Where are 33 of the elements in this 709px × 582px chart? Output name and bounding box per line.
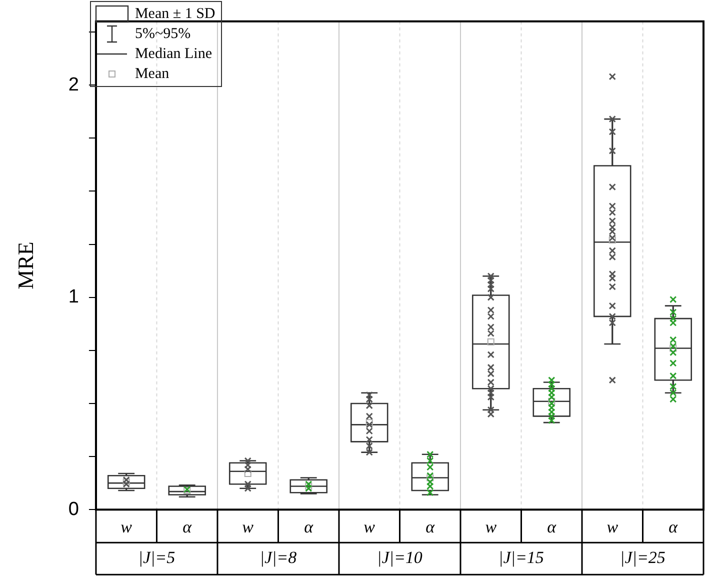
- x-tick-label: w: [120, 517, 133, 536]
- annotation: Mean ± 1 SD: [134, 6, 216, 22]
- text: |J|=5: [138, 548, 176, 568]
- point: [608, 147, 616, 154]
- point: [366, 391, 373, 399]
- text: |J|=10: [377, 548, 423, 568]
- annotation: Median Line: [134, 46, 212, 62]
- point: [608, 73, 616, 80]
- annotation: 5%~95%: [134, 26, 191, 42]
- x-tick-label: w: [606, 517, 619, 536]
- x-tick-label: α: [547, 517, 558, 536]
- x-tick-label: α: [304, 517, 314, 536]
- point: [608, 376, 616, 384]
- text: |J|=8: [260, 548, 298, 568]
- x-tick-label: α: [426, 517, 436, 536]
- x-tick-label: w: [364, 517, 376, 536]
- point: [608, 183, 616, 191]
- point: [244, 484, 252, 492]
- y-tick-label: 1: [68, 286, 79, 308]
- x-tick-label: w: [485, 517, 498, 536]
- point: [244, 480, 252, 488]
- point: [608, 128, 616, 136]
- point: [608, 302, 616, 310]
- y-tick-label: 0: [68, 498, 79, 520]
- annotation: Mean: [134, 66, 170, 82]
- point: [608, 270, 616, 278]
- text: |J|=25: [620, 548, 666, 568]
- x-tick-label: α: [668, 517, 679, 536]
- x-tick-label: w: [242, 517, 254, 536]
- x-tick-label: α: [182, 517, 193, 536]
- text: |J|=15: [498, 548, 544, 568]
- y-tick-label: 2: [68, 74, 79, 96]
- y-axis-title: MRE: [12, 242, 38, 290]
